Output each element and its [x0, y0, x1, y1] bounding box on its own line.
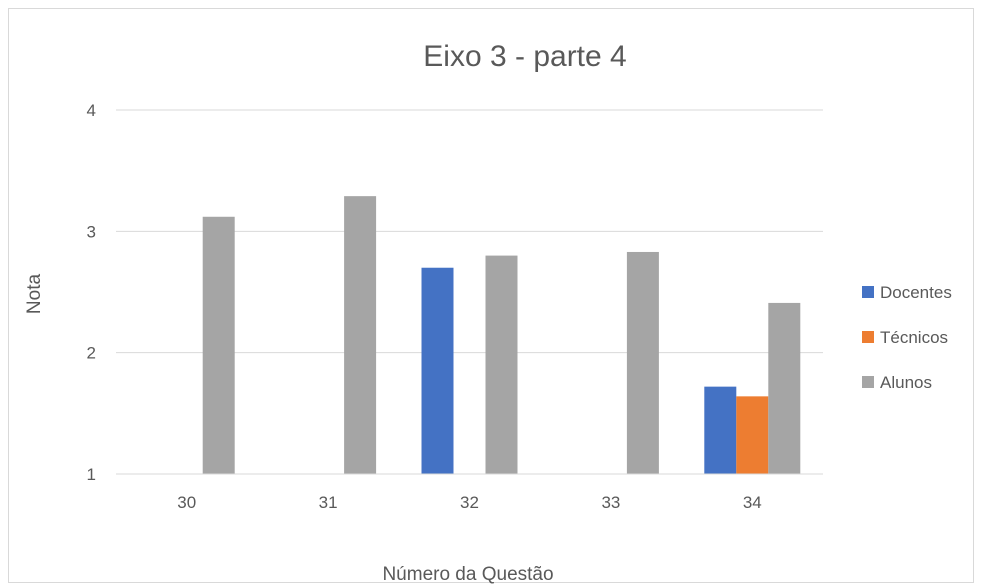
legend-label: Alunos: [880, 373, 932, 392]
x-axis-ticks: 30 31 32 33 34: [177, 493, 762, 512]
x-axis-title: Número da Questão: [382, 564, 553, 585]
bar-alunos-30: [202, 216, 235, 475]
x-tick-label: 31: [319, 493, 338, 512]
chart-title: Eixo 3 - parte 4: [423, 40, 626, 73]
bar-alunos-31: [344, 196, 377, 474]
x-tick-label: 30: [177, 493, 196, 512]
bar-alunos-32: [485, 255, 518, 474]
bar-técnicos-34: [736, 396, 769, 474]
y-axis-title: Nota: [24, 274, 45, 315]
x-tick-label: 34: [743, 493, 762, 512]
x-tick-label: 33: [601, 493, 620, 512]
y-tick-label: 4: [87, 101, 96, 120]
bar-docentes-34: [704, 386, 737, 474]
legend-swatch: [862, 286, 874, 298]
y-tick-label: 1: [87, 465, 96, 484]
y-tick-label: 2: [87, 344, 96, 363]
y-axis-ticks: 1 2 3 4: [87, 101, 96, 484]
legend-swatch: [862, 376, 874, 388]
bars: [202, 196, 801, 475]
x-tick-label: 32: [460, 493, 479, 512]
legend-label: Técnicos: [880, 328, 948, 347]
y-tick-label: 3: [87, 222, 96, 241]
legend-label: Docentes: [880, 283, 952, 302]
bar-alunos-33: [626, 251, 659, 474]
bar-docentes-32: [421, 267, 454, 474]
legend-swatch: [862, 331, 874, 343]
legend: Docentes Técnicos Alunos: [862, 283, 952, 392]
bar-alunos-34: [768, 302, 801, 474]
